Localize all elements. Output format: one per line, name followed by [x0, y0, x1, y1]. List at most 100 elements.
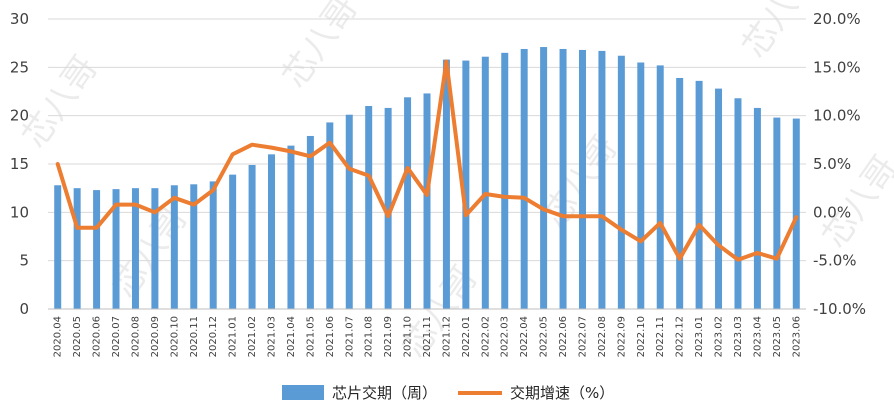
line-point: [114, 203, 118, 207]
x-tick-label: 2021.11: [422, 316, 433, 357]
bar: [773, 117, 781, 309]
bar: [404, 97, 412, 309]
line-point: [153, 210, 157, 214]
watermark-text: 芯八哥: [275, 0, 366, 95]
line-point: [580, 214, 584, 218]
x-tick-label: 2022.10: [636, 316, 647, 357]
line-point: [172, 196, 176, 200]
legend-line-label: 交期增速（%）: [510, 384, 614, 402]
y-left-tick-label: 5: [19, 252, 29, 270]
bar: [287, 145, 295, 309]
bar: [209, 181, 217, 309]
x-tick-label: 2021.05: [305, 316, 316, 357]
bar: [462, 60, 470, 309]
bar: [792, 118, 800, 309]
bar: [617, 55, 625, 309]
line-point: [192, 203, 196, 207]
x-tick-label: 2020.11: [189, 316, 200, 357]
x-tick-label: 2022.04: [519, 316, 530, 357]
y-left-tick-label: 10: [10, 203, 29, 221]
bar: [268, 154, 276, 309]
bar: [656, 65, 664, 310]
line-point: [658, 221, 662, 225]
line-point: [464, 213, 468, 217]
x-tick-label: 2022.05: [539, 316, 550, 357]
x-tick-label: 2020.10: [169, 316, 180, 357]
line-point: [425, 193, 429, 197]
line-point: [542, 207, 546, 211]
x-tick-label: 2021.04: [286, 316, 297, 357]
x-tick-label: 2021.07: [344, 316, 355, 357]
bar: [306, 135, 314, 309]
line-point: [347, 167, 351, 171]
bar: [520, 48, 528, 309]
bar: [501, 52, 509, 309]
line-point: [755, 251, 759, 255]
line-point: [522, 196, 526, 200]
x-tick-label: 2022.12: [675, 316, 686, 357]
bar: [734, 98, 742, 310]
line-point: [503, 195, 507, 199]
x-tick-label: 2022.11: [655, 316, 666, 357]
line-point: [367, 174, 371, 178]
bar: [578, 49, 586, 309]
x-tick-label: 2023.01: [694, 316, 705, 357]
bar: [73, 188, 81, 309]
legend-bar-label: 芯片交期（周）: [332, 384, 437, 402]
x-tick-label: 2021.08: [364, 316, 375, 357]
line-point: [308, 154, 312, 158]
x-tick-label: 2021.09: [383, 316, 394, 357]
x-tick-label: 2023.06: [791, 316, 802, 357]
line-point: [328, 141, 332, 145]
line-point: [75, 226, 79, 230]
x-tick-label: 2023.04: [752, 316, 763, 357]
bar: [384, 107, 392, 309]
bar: [170, 185, 178, 309]
line-point: [289, 149, 293, 153]
line-point: [406, 166, 410, 170]
x-tick-label: 2023.05: [772, 316, 783, 357]
bar: [151, 188, 159, 309]
line-point: [211, 188, 215, 192]
bar: [131, 188, 139, 309]
bar: [715, 88, 723, 309]
y-axis-right: -10.0% -5.0% 0.0% 5.0% 10.0% 15.0% 20.0%: [813, 10, 866, 318]
line-point: [386, 214, 390, 218]
x-tick-label: 2022.06: [558, 316, 569, 357]
bar: [695, 80, 703, 309]
line-point: [56, 162, 60, 166]
line-series: [55, 59, 799, 262]
bar: [365, 106, 373, 309]
x-tick-label: 2020.08: [130, 316, 141, 357]
line-point: [133, 203, 137, 207]
y-right-tick-label: 0.0%: [813, 203, 851, 221]
line-point: [561, 214, 565, 218]
x-tick-label: 2021.12: [441, 316, 452, 357]
x-tick-label: 2020.07: [111, 316, 122, 357]
line-point: [250, 143, 254, 147]
bar: [753, 107, 761, 309]
y-axis-left: 0 5 10 15 20 25 30: [10, 10, 29, 318]
bar: [229, 174, 237, 309]
bar: [637, 62, 645, 309]
x-tick-label: 2021.03: [267, 316, 278, 357]
y-right-tick-label: 10.0%: [813, 107, 861, 125]
line-point: [600, 214, 604, 218]
x-tick-label: 2022.02: [480, 316, 491, 357]
x-tick-label: 2020.04: [53, 316, 64, 357]
bar: [54, 185, 62, 309]
line-point: [444, 60, 448, 64]
x-tick-label: 2020.12: [208, 316, 219, 357]
line-point: [619, 228, 623, 232]
x-tick-label: 2020.06: [92, 316, 103, 357]
y-right-tick-label: -10.0%: [813, 300, 866, 318]
x-tick-label: 2023.02: [714, 316, 725, 357]
x-tick-label: 2022.08: [597, 316, 608, 357]
x-tick-label: 2020.09: [150, 316, 161, 357]
legend: 芯片交期（周） 交期增速（%）: [282, 384, 614, 402]
y-right-tick-label: 5.0%: [813, 155, 851, 173]
line-point: [678, 257, 682, 261]
bar: [248, 164, 256, 309]
bar: [481, 56, 489, 310]
